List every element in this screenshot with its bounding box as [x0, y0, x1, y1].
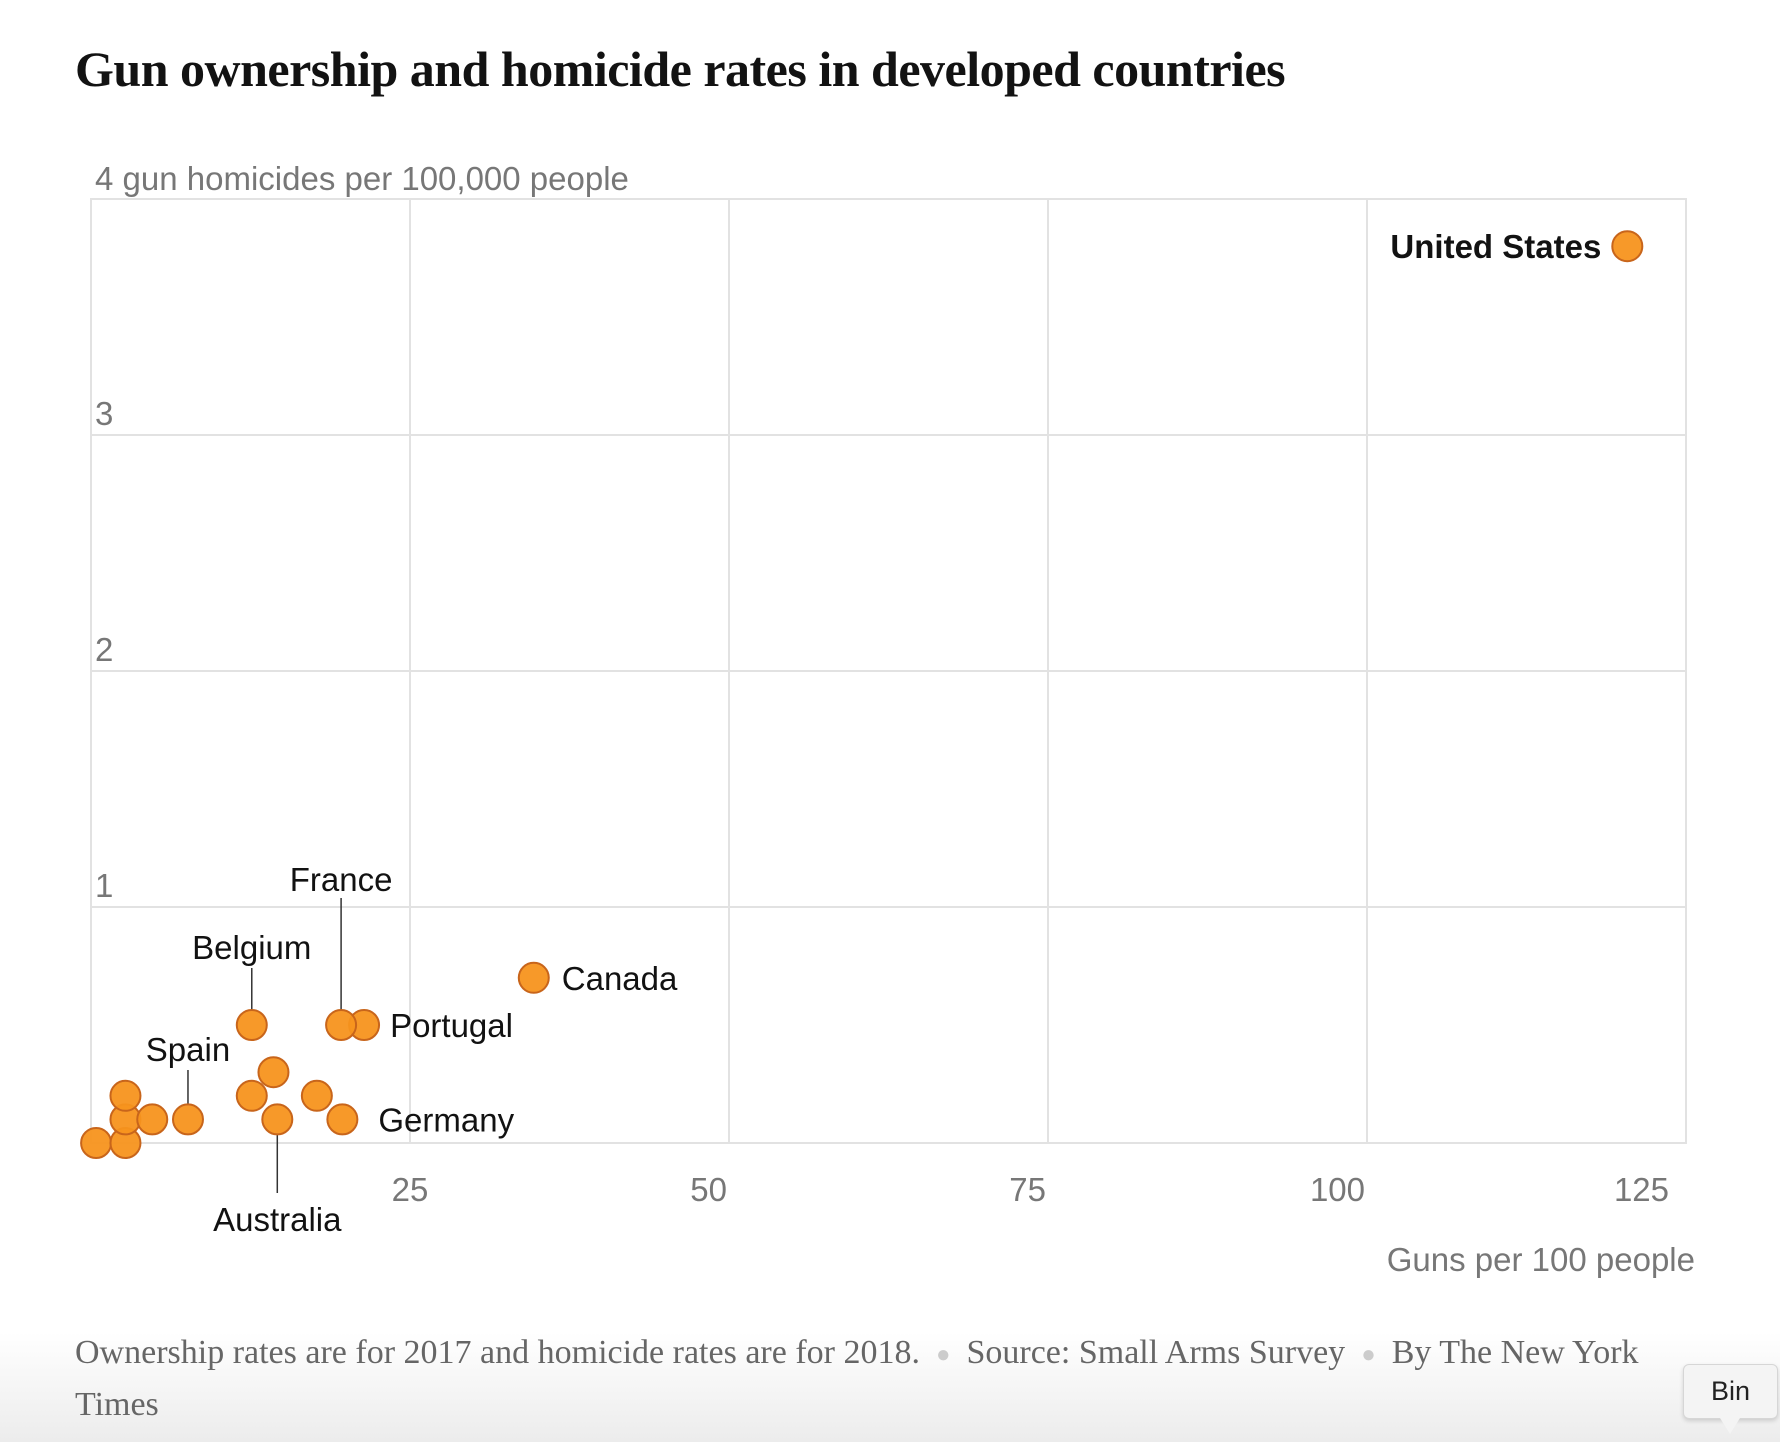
point-labels: Spain Australia Germany Belgium Portugal Fran… [146, 228, 1602, 1238]
data-points [80, 230, 1644, 1159]
chart-title: Gun ownership and homicide rates in deve… [75, 41, 1286, 97]
data-point[interactable] [235, 1079, 268, 1112]
tooltip: Bin [1683, 1364, 1778, 1434]
leader-lines [187, 898, 342, 1193]
data-point-canada[interactable] [517, 961, 550, 994]
x-axis-label: Guns per 100 people [1387, 1241, 1695, 1278]
label-canada: Canada [562, 960, 678, 997]
data-point-france[interactable] [325, 1009, 358, 1041]
y-tick-label: 1 [95, 867, 113, 904]
y-tick-label: 3 [95, 395, 113, 432]
label-spain: Spain [146, 1031, 230, 1068]
tick-labels: 25 50 75 100 125 1 2 3 [95, 395, 1669, 1208]
bottom-fade [0, 1332, 1780, 1442]
label-portugal: Portugal [390, 1007, 513, 1044]
data-point[interactable] [80, 1127, 113, 1159]
data-point[interactable] [300, 1079, 333, 1112]
x-tick-label: 75 [1009, 1171, 1046, 1208]
grid [90, 198, 1687, 1144]
data-point-australia[interactable] [261, 1103, 294, 1136]
label-australia: Australia [213, 1201, 342, 1238]
y-tick-label: 2 [95, 631, 113, 668]
x-tick-label: 25 [392, 1171, 429, 1208]
separator-dot: ● [1361, 1341, 1376, 1368]
footer-note: Ownership rates are for 2017 and homicid… [75, 1334, 920, 1371]
label-germany: Germany [378, 1101, 514, 1138]
separator-dot: ● [935, 1341, 951, 1368]
label-united-states: United States [1390, 228, 1601, 265]
label-belgium: Belgium [192, 929, 311, 966]
data-point-spain[interactable] [171, 1103, 204, 1136]
data-point-united-states[interactable] [1611, 230, 1644, 263]
y-axis-label: 4 gun homicides per 100,000 people [95, 160, 629, 197]
data-point-belgium[interactable] [235, 1009, 268, 1041]
x-tick-label: 100 [1310, 1171, 1365, 1208]
x-tick-label: 125 [1614, 1171, 1669, 1208]
data-point[interactable] [109, 1079, 142, 1112]
chart-footer: Ownership rates are for 2017 and homicid… [75, 1328, 1695, 1429]
footer-byline: By The New York Times [75, 1334, 1639, 1423]
data-point-germany[interactable] [326, 1103, 359, 1136]
data-point[interactable] [136, 1103, 169, 1136]
footer-source: Source: Small Arms Survey [966, 1334, 1346, 1371]
label-france: France [290, 861, 393, 898]
x-tick-label: 50 [690, 1171, 727, 1208]
data-point[interactable] [257, 1056, 290, 1089]
